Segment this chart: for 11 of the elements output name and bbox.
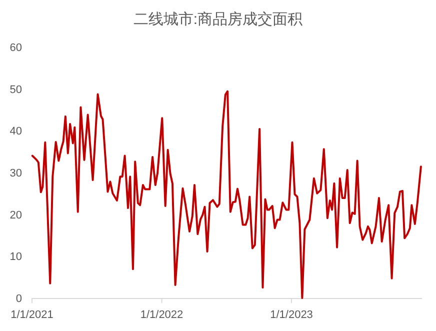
y-tick-label: 50 [10,84,22,96]
y-tick-label: 10 [10,251,22,264]
x-tick-label: 1/1/2022 [140,309,184,321]
y-tick-label: 0 [16,293,22,305]
y-tick-label: 20 [10,209,22,222]
x-tick-label: 1/1/2021 [10,309,54,321]
y-tick-label: 30 [10,168,22,180]
y-tick-label: 40 [10,126,22,138]
chart-title: 二线城市:商品房成交面积 [133,11,303,28]
y-tick-label: 60 [10,42,22,54]
x-tick-label: 1/1/2023 [270,309,313,321]
